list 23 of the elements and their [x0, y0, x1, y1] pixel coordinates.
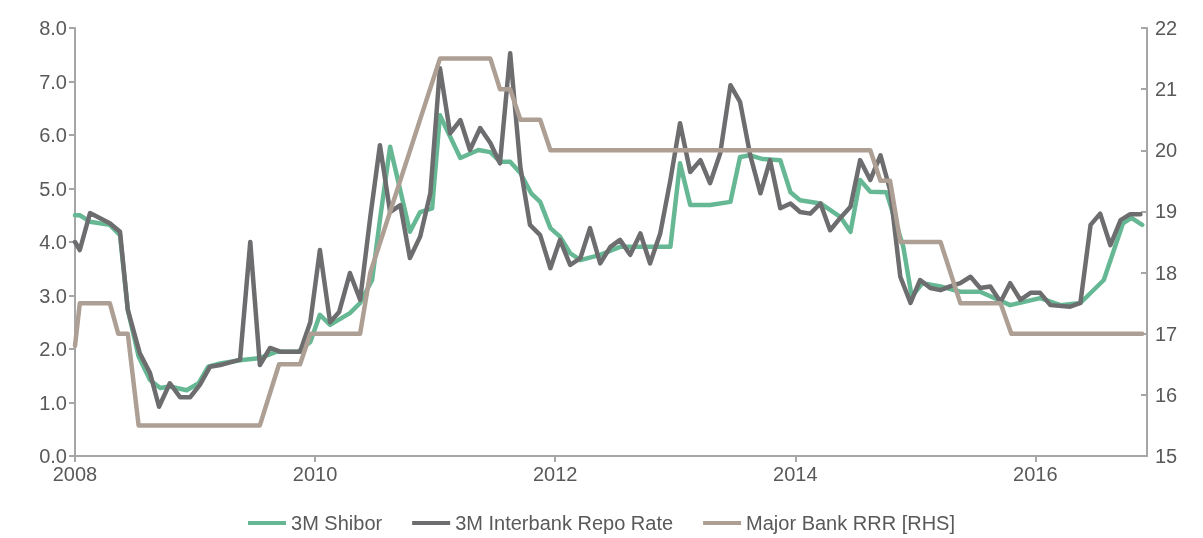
x-tick-label: 2014 — [773, 463, 818, 485]
x-tick-label: 2016 — [1013, 463, 1058, 485]
x-tick-label: 2012 — [532, 463, 578, 485]
legend-label: 3M Interbank Repo Rate — [455, 512, 674, 534]
y-tick-label: 5.0 — [39, 177, 67, 200]
y2-tick-label: 15 — [1155, 445, 1178, 467]
y2-tick-label: 18 — [1155, 261, 1178, 284]
y-tick-label: 2.0 — [39, 338, 67, 360]
y-tick-label: 4.0 — [39, 231, 67, 253]
legend-label: 3M Shibor — [291, 512, 383, 534]
y2-tick-label: 17 — [1155, 322, 1178, 345]
y2-tick-label: 22 — [1155, 17, 1178, 39]
y2-tick-label: 16 — [1155, 383, 1178, 406]
y-tick-label: 7.0 — [39, 70, 67, 93]
y-tick-label: 6.0 — [39, 124, 67, 146]
y2-tick-label: 19 — [1155, 200, 1178, 223]
y-tick-label: 1.0 — [39, 391, 67, 414]
y-tick-label: 8.0 — [39, 17, 67, 39]
legend-label: Major Bank RRR [RHS] — [746, 512, 955, 534]
x-tick-label: 2010 — [292, 463, 338, 485]
y-tick-label: 3.0 — [39, 284, 67, 307]
y2-tick-label: 21 — [1155, 78, 1178, 101]
y2-tick-label: 20 — [1155, 139, 1178, 162]
